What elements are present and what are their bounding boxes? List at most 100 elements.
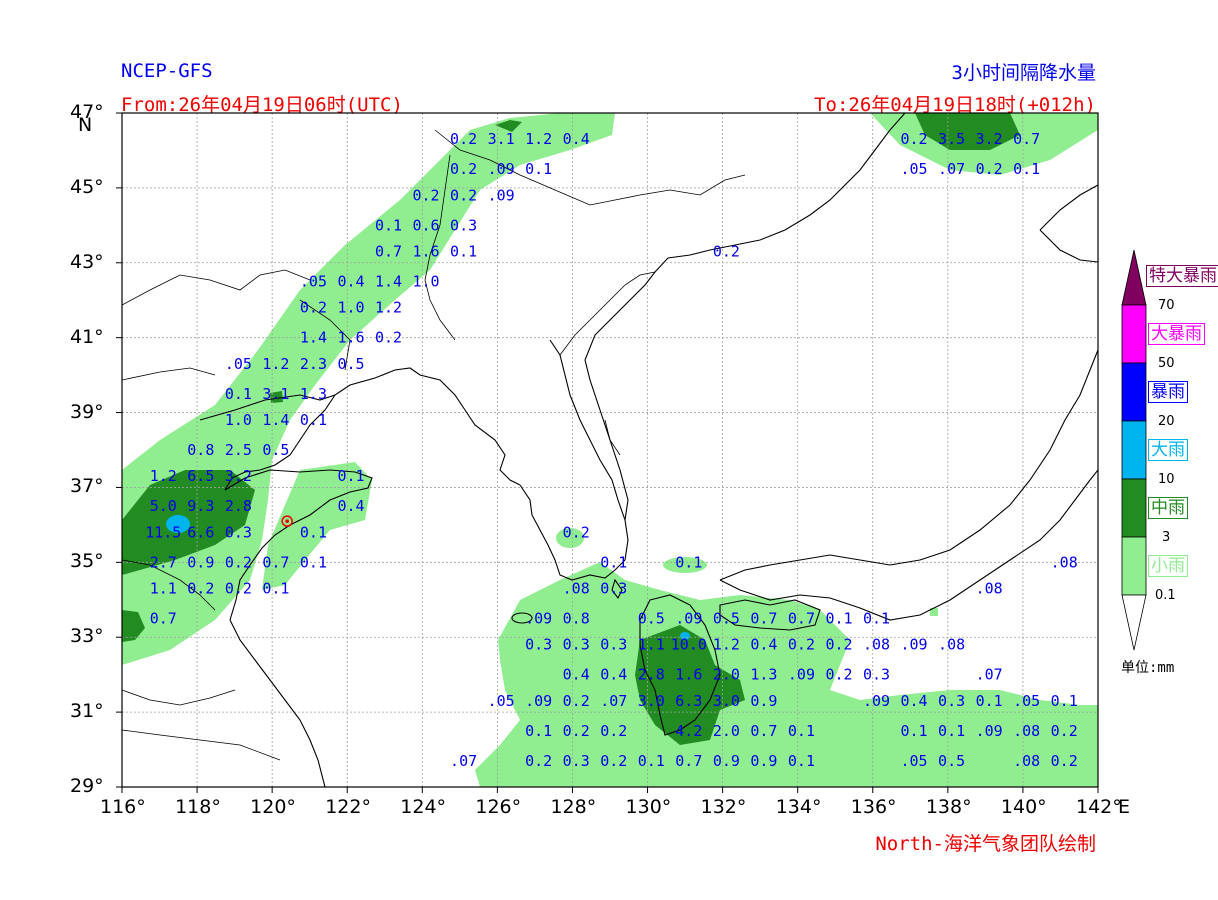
legend-threshold-20: 20 xyxy=(1158,414,1175,429)
lon-unit: E xyxy=(1118,796,1131,818)
lon-label: 142° xyxy=(1076,796,1122,818)
legend-unit: 单位:mm xyxy=(1121,660,1175,676)
precip-value-label: 5.0 xyxy=(150,497,177,515)
precip-value-label: 0.1 xyxy=(1013,160,1040,178)
legend-label-heavy: 大雨 xyxy=(1148,439,1188,461)
precip-value-label: .09 xyxy=(976,722,1003,740)
precip-value-label: 0.1 xyxy=(638,752,665,770)
precip-value-label: 0.2 xyxy=(600,752,627,770)
legend-threshold-0-1: 0.1 xyxy=(1155,588,1176,603)
precip-value-label: 0.3 xyxy=(863,666,890,684)
precip-value-label: 0.7 xyxy=(750,722,777,740)
precip-value-label: 0.4 xyxy=(563,130,590,148)
legend-label-moderate: 中雨 xyxy=(1148,497,1188,519)
precip-value-label: 1.1 xyxy=(150,580,177,598)
precip-value-label: 0.3 xyxy=(600,636,627,654)
lat-label: 39° xyxy=(70,400,104,423)
precip-value-label: 0.1 xyxy=(300,523,327,541)
lat-label: 47° xyxy=(70,101,104,123)
precip-value-label: .05 xyxy=(901,160,928,178)
precip-value-label: 0.1 xyxy=(300,411,327,429)
precip-value-label: 0.1 xyxy=(600,553,627,571)
precip-value-label: 0.2 xyxy=(525,752,552,770)
precip-value-label: .08 xyxy=(976,580,1003,598)
precip-value-label: 10.0 xyxy=(671,636,707,654)
precip-value-label: 0.2 xyxy=(450,130,477,148)
precip-value-label: 1.3 xyxy=(750,666,777,684)
precip-value-label: 0.1 xyxy=(375,216,402,234)
graticule xyxy=(122,113,1098,787)
precip-value-label: .08 xyxy=(938,636,965,654)
lon-label: 116° xyxy=(100,796,146,818)
precip-value-label: 0.2 xyxy=(825,666,852,684)
lon-label: 138° xyxy=(925,796,972,818)
precip-value-label: .09 xyxy=(675,610,702,628)
precip-value-label: .09 xyxy=(901,636,928,654)
precip-value-label: 1.0 xyxy=(413,273,440,291)
precip-value-label: 1.4 xyxy=(262,411,289,429)
precip-value-label: .08 xyxy=(1013,722,1040,740)
precip-value-label: 2.3 xyxy=(300,355,327,373)
precip-value-label: 0.7 xyxy=(375,243,402,261)
precip-value-label: 2.0 xyxy=(713,722,740,740)
borders xyxy=(122,129,746,761)
lon-label: 134° xyxy=(775,796,822,818)
lon-label: 130° xyxy=(625,796,672,818)
precip-value-label: 3.0 xyxy=(638,692,665,710)
precip-value-label: 0.1 xyxy=(825,610,852,628)
precip-value-label: 0.2 xyxy=(901,130,928,148)
precip-value-label: 0.5 xyxy=(713,610,740,628)
precip-value-label: 0.7 xyxy=(150,610,177,628)
legend-threshold-50: 50 xyxy=(1158,356,1175,371)
legend-threshold-70: 70 xyxy=(1158,298,1175,313)
precip-value-label: 0.1 xyxy=(525,722,552,740)
precip-value-label: 0.9 xyxy=(187,553,214,571)
precip-value-label: 0.1 xyxy=(450,243,477,261)
precip-value-label: 6.5 xyxy=(187,467,214,485)
precip-value-label: .09 xyxy=(525,692,552,710)
legend-label-torrential: 大暴雨 xyxy=(1148,323,1205,345)
precip-value-label: .08 xyxy=(1013,752,1040,770)
precip-value-label: 0.2 xyxy=(225,553,252,571)
precip-value-label: 0.5 xyxy=(938,752,965,770)
precip-value-label: 0.7 xyxy=(750,610,777,628)
lat-label: 43° xyxy=(70,250,104,273)
precip-value-label: 0.4 xyxy=(337,273,364,291)
precip-value-label: 0.2 xyxy=(713,243,740,261)
station-dot xyxy=(285,519,289,523)
precip-value-label: 0.4 xyxy=(563,666,590,684)
precip-value-label: 1.6 xyxy=(337,329,364,347)
precip-value-label: 1.2 xyxy=(713,636,740,654)
precip-value-label: 0.5 xyxy=(638,610,665,628)
legend-label-rainstorm: 暴雨 xyxy=(1148,381,1188,403)
heavy-rain-areas xyxy=(166,515,690,640)
precip-value-label: .07 xyxy=(976,666,1003,684)
precip-value-label: 1.2 xyxy=(262,355,289,373)
axis-ticks xyxy=(116,112,1099,793)
precip-value-label: .05 xyxy=(488,692,515,710)
lat-label: 37° xyxy=(70,475,104,498)
precip-value-label: 3.2 xyxy=(225,467,252,485)
precip-value-label: .07 xyxy=(450,752,477,770)
precip-value-label: .09 xyxy=(788,666,815,684)
precip-value-label: 0.2 xyxy=(225,580,252,598)
precip-value-label: 0.2 xyxy=(1051,722,1078,740)
precip-value-label: 0.1 xyxy=(863,610,890,628)
precip-value-label: 0.8 xyxy=(187,441,214,459)
precip-value-label: 0.2 xyxy=(563,523,590,541)
precip-value-label: .08 xyxy=(1051,553,1078,571)
precip-value-label: 0.6 xyxy=(413,216,440,234)
precip-value-label: 0.2 xyxy=(976,160,1003,178)
precip-value-label: .05 xyxy=(1013,692,1040,710)
precip-value-label: .09 xyxy=(488,186,515,204)
precip-value-label: .05 xyxy=(901,752,928,770)
precip-value-label: 0.2 xyxy=(1051,752,1078,770)
station-ring xyxy=(281,515,293,527)
precip-value-label: 0.2 xyxy=(563,722,590,740)
precip-value-label: .09 xyxy=(525,610,552,628)
model-name: NCEP-GFS xyxy=(121,60,213,82)
lon-label: 126° xyxy=(475,796,522,818)
precip-value-label: 0.9 xyxy=(750,692,777,710)
map-title: 3小时间隔降水量 xyxy=(951,62,1096,84)
precip-value-label: .09 xyxy=(488,160,515,178)
